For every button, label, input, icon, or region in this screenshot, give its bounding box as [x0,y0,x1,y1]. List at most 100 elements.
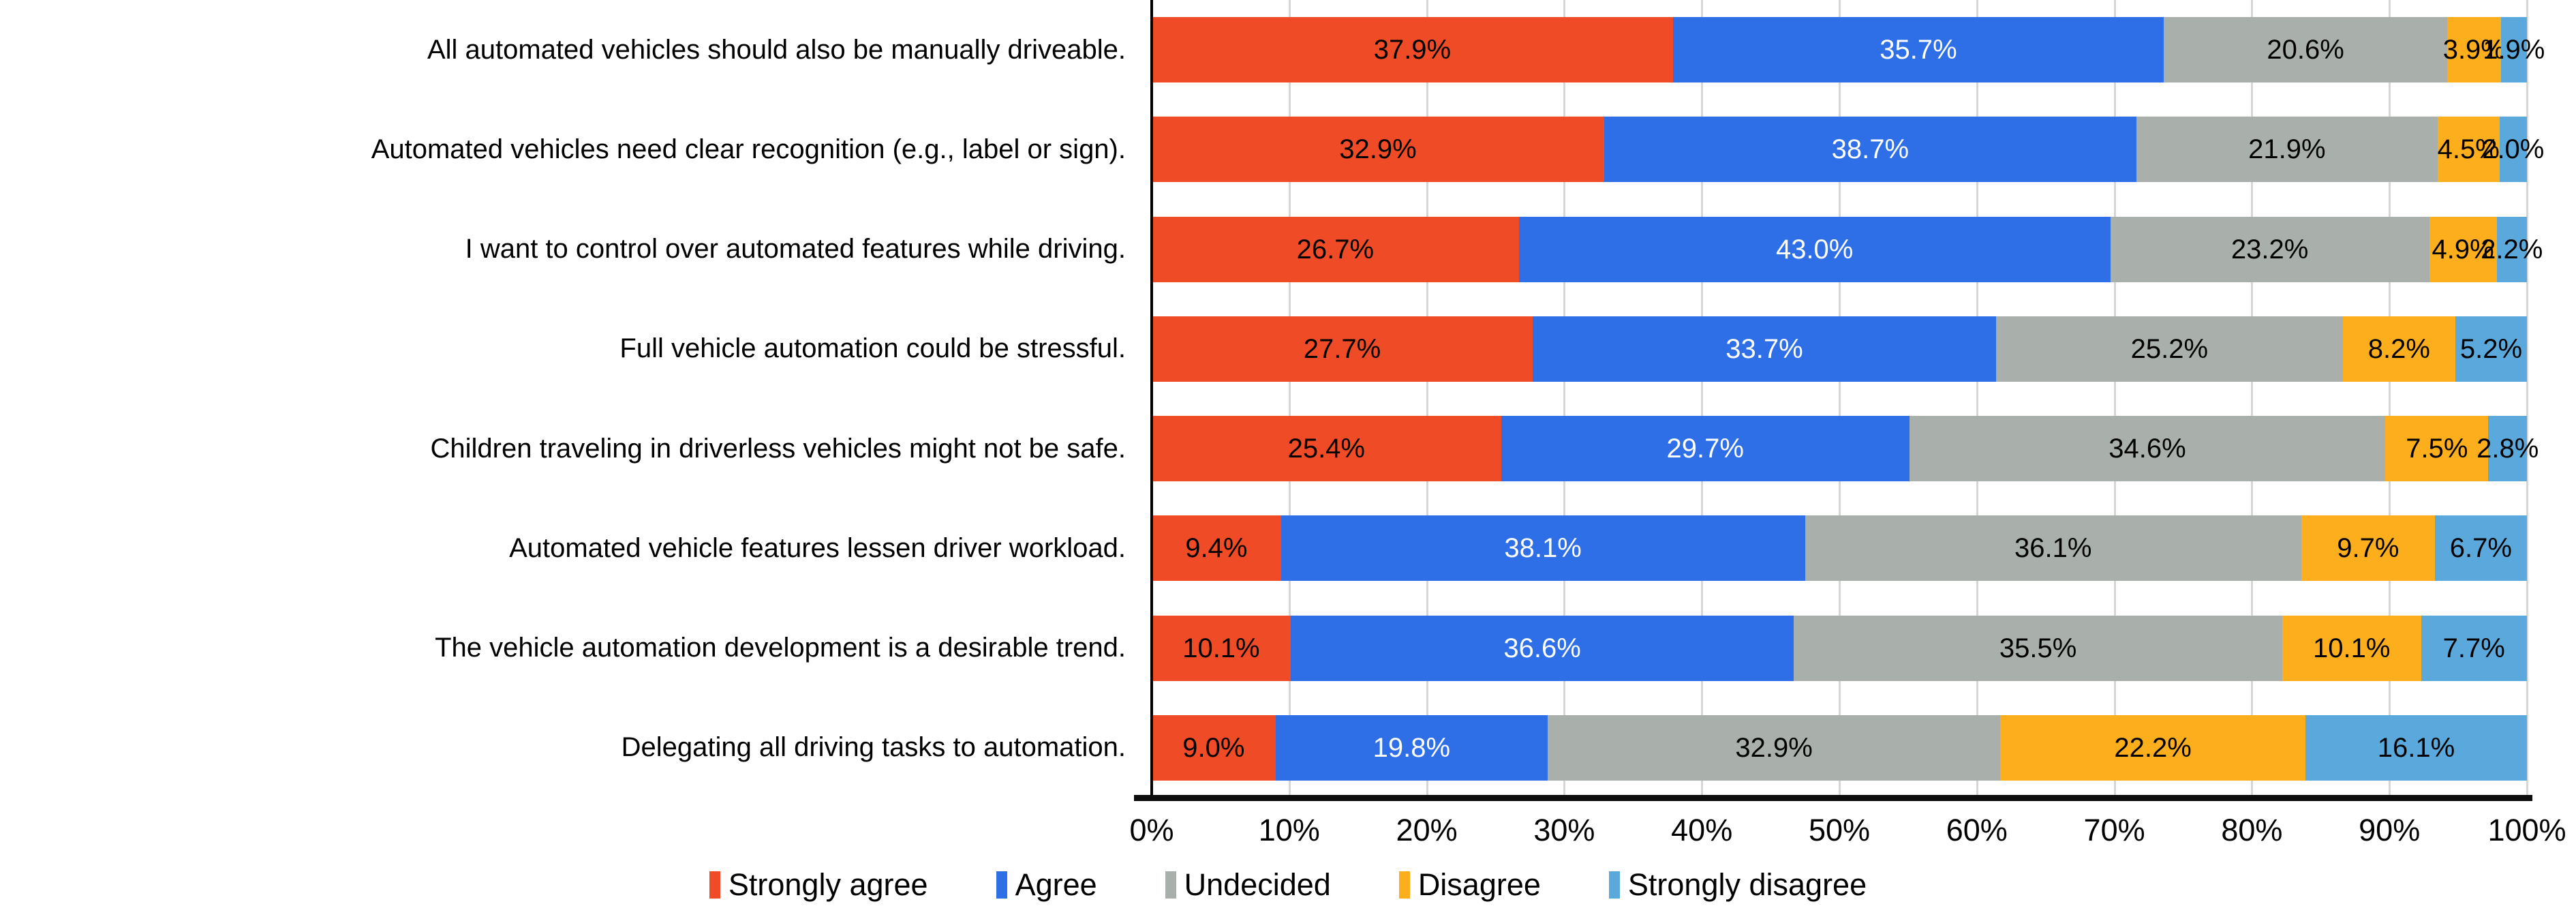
segment-value-label: 7.7% [2442,633,2505,663]
segment-value-label: 34.6% [2109,434,2186,464]
bar-segment-strongly-disagree: 1.9% [2483,17,2545,83]
gridline-layer [1152,0,2528,798]
legend-label: Undecided [1184,867,1331,902]
legend-item-disagree: Disagree [1398,867,1541,903]
gridline-100pct [2526,0,2528,798]
segment-value-label: 16.1% [2377,732,2455,763]
category-label: All automated vehicles should also be ma… [427,34,1126,65]
segment-value-label: 22.2% [2114,732,2192,763]
category-label: Automated vehicles need clear recognitio… [371,134,1126,164]
segment-value-label: 38.1% [1504,533,1582,564]
segment-value-label: 21.9% [2248,134,2326,165]
segment-value-label: 7.5% [2406,434,2468,464]
segment-value-label: 25.2% [2130,333,2209,364]
x-axis-tick-labels: 0% 10% 20% 30% 40% 50% 60% 70% 80% 90% 100% [1129,813,2566,854]
segment-value-label: 26.7% [1296,234,1375,265]
bar-segment-undecided: 23.2% [2110,216,2429,282]
legend-item-undecided: Undecided [1165,867,1331,903]
segment-value-label: 10.1% [1182,633,1260,663]
segment-value-label: 43.0% [1775,234,1854,265]
bar-segment-disagree: 4.9% [2429,216,2497,282]
bar-segment-strongly-agree: 26.7% [1152,216,1519,282]
segment-value-label: 32.9% [1339,134,1417,165]
gridline-50pct [1839,0,1841,798]
segment-value-label: 10.1% [2312,633,2391,663]
bar-segment-undecided: 25.2% [1996,316,2343,382]
category-label: Delegating all driving tasks to automati… [621,732,1126,763]
legend-swatch-icon [709,871,720,899]
gridline-90pct [2389,0,2391,798]
chart-row-7: The vehicle automation development is a … [0,599,2576,698]
segment-value-label: 2.0% [2482,134,2545,165]
bar-segment-strongly-agree: 37.9% [1152,17,1673,83]
chart-row-2: Automated vehicles need clear recognitio… [0,100,2576,199]
bar-segment-strongly-agree: 9.4% [1152,515,1281,582]
bar-segment-strongly-agree: 32.9% [1152,117,1604,183]
segment-value-label: 36.1% [2014,533,2092,564]
x-tick-label-90: 90% [2359,813,2421,847]
gridline-10pct [1288,0,1291,798]
segment-value-label: 1.9% [2483,35,2545,65]
segment-value-label: 2.2% [2481,234,2543,265]
bar-segment-agree: 29.7% [1501,416,1910,482]
legend: Strongly agree Agree Undecided Disagree Stro… [0,867,2576,903]
chart-row-8: Delegating all driving tasks to automati… [0,698,2576,798]
category-label: Children traveling in driverless vehicle… [430,433,1126,464]
segment-value-label: 25.4% [1287,434,1365,464]
chart-row-5: Children traveling in driverless vehicle… [0,399,2576,498]
bar-segment-undecided: 36.1% [1805,515,2302,582]
gridline-80pct [2251,0,2254,798]
chart-row-6: Automated vehicle features lessen driver… [0,498,2576,598]
x-tick-label-30: 30% [1533,813,1595,847]
bar-segment-disagree: 4.5% [2438,117,2500,183]
bar-rows-layer: All automated vehicles should also be ma… [0,0,2576,798]
gridline-20pct [1426,0,1428,798]
bar-segment-agree: 38.7% [1604,117,2136,183]
segment-value-label: 35.7% [1880,35,1957,65]
segment-value-label: 33.7% [1726,333,1803,364]
x-tick-label-70: 70% [2083,813,2145,847]
legend-swatch-icon [1398,871,1410,899]
category-label: The vehicle automation development is a … [435,633,1126,663]
bar-track: 10.1% 36.6% 35.5% 10.1% 7.7% [1152,615,2527,681]
bar-segment-disagree: 10.1% [2282,615,2421,681]
segment-value-label: 37.9% [1373,35,1452,65]
gridline-70pct [2113,0,2116,798]
chart-row-1: All automated vehicles should also be ma… [0,0,2576,100]
bar-segment-undecided: 20.6% [2164,17,2447,83]
bar-track: 37.9% 35.7% 20.6% 3.9% 1.9% [1152,17,2545,83]
bar-track: 25.4% 29.7% 34.6% 7.5% 2.8% [1152,416,2539,482]
legend-label: Strongly disagree [1627,867,1867,902]
segment-value-label: 2.8% [2477,434,2539,464]
bar-segment-strongly-agree: 9.0% [1152,714,1276,781]
category-label: Full vehicle automation could be stressf… [619,333,1126,364]
legend-item-strongly-agree: Strongly agree [709,867,928,903]
bar-segment-agree: 33.7% [1532,316,1997,382]
bar-segment-disagree: 9.7% [2301,515,2435,582]
bar-track: 32.9% 38.7% 21.9% 4.5% 2.0% [1152,117,2544,183]
legend-label: Agree [1015,867,1097,902]
bar-segment-strongly-disagree: 2.0% [2482,117,2544,183]
bar-segment-agree: 38.1% [1281,515,1805,582]
bar-segment-strongly-disagree: 7.7% [2421,615,2527,681]
x-tick-label-0: 0% [1129,813,1174,847]
gridline-40pct [1701,0,1704,798]
category-label: Automated vehicle features lessen driver… [509,532,1126,563]
gridline-60pct [1976,0,1978,798]
legend-swatch-icon [1165,871,1176,899]
bar-segment-agree: 36.6% [1290,615,1794,681]
segment-value-label: 32.9% [1735,732,1813,763]
bar-segment-disagree: 3.9% [2443,17,2505,83]
gridline-30pct [1563,0,1566,798]
segment-value-label: 29.7% [1666,434,1744,464]
x-axis-line [1134,795,2532,801]
legend-label: Disagree [1417,867,1541,902]
bar-segment-disagree: 7.5% [2385,416,2489,482]
segment-value-label: 8.2% [2367,333,2430,364]
x-tick-label-100: 100% [2487,813,2566,847]
x-tick-label-20: 20% [1396,813,1458,847]
y-axis-line [1150,0,1153,798]
bar-track: 27.7% 33.7% 25.2% 8.2% 5.2% [1152,316,2527,382]
bar-segment-strongly-disagree: 16.1% [2305,714,2527,781]
